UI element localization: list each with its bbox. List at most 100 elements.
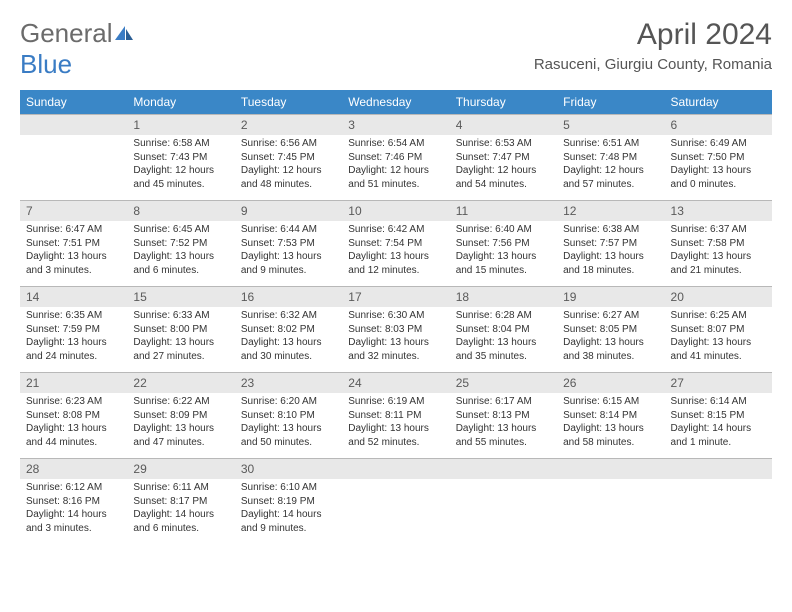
day-body: Sunrise: 6:56 AMSunset: 7:45 PMDaylight:… [235, 135, 342, 197]
weekday-header: Wednesday [342, 90, 449, 114]
sunrise-text: Sunrise: 6:58 AM [133, 137, 228, 151]
sunrise-text: Sunrise: 6:47 AM [26, 223, 121, 237]
day-number: 2 [235, 114, 342, 135]
calendar-cell: 26Sunrise: 6:15 AMSunset: 8:14 PMDayligh… [557, 372, 664, 458]
calendar-week-row: 7Sunrise: 6:47 AMSunset: 7:51 PMDaylight… [20, 200, 772, 286]
day-number: 11 [450, 200, 557, 221]
calendar-cell: 16Sunrise: 6:32 AMSunset: 8:02 PMDayligh… [235, 286, 342, 372]
calendar-cell: 27Sunrise: 6:14 AMSunset: 8:15 PMDayligh… [665, 372, 772, 458]
calendar-cell: 21Sunrise: 6:23 AMSunset: 8:08 PMDayligh… [20, 372, 127, 458]
weekday-header: Sunday [20, 90, 127, 114]
day-body-empty [665, 479, 772, 487]
calendar-cell: 9Sunrise: 6:44 AMSunset: 7:53 PMDaylight… [235, 200, 342, 286]
calendar-cell: 25Sunrise: 6:17 AMSunset: 8:13 PMDayligh… [450, 372, 557, 458]
day-body: Sunrise: 6:53 AMSunset: 7:47 PMDaylight:… [450, 135, 557, 197]
day-number: 5 [557, 114, 664, 135]
day-body: Sunrise: 6:45 AMSunset: 7:52 PMDaylight:… [127, 221, 234, 283]
daylight-text: Daylight: 14 hours and 3 minutes. [26, 508, 121, 535]
header: General Blue April 2024 Rasuceni, Giurgi… [20, 18, 772, 80]
sunrise-text: Sunrise: 6:23 AM [26, 395, 121, 409]
calendar-cell: 1Sunrise: 6:58 AMSunset: 7:43 PMDaylight… [127, 114, 234, 200]
day-number: 29 [127, 458, 234, 479]
day-body: Sunrise: 6:58 AMSunset: 7:43 PMDaylight:… [127, 135, 234, 197]
day-number: 18 [450, 286, 557, 307]
day-number: 30 [235, 458, 342, 479]
day-body: Sunrise: 6:27 AMSunset: 8:05 PMDaylight:… [557, 307, 664, 369]
logo-word-blue: Blue [20, 49, 72, 79]
calendar-cell: 22Sunrise: 6:22 AMSunset: 8:09 PMDayligh… [127, 372, 234, 458]
day-body: Sunrise: 6:19 AMSunset: 8:11 PMDaylight:… [342, 393, 449, 455]
sunset-text: Sunset: 7:52 PM [133, 237, 228, 251]
sunrise-text: Sunrise: 6:22 AM [133, 395, 228, 409]
sunrise-text: Sunrise: 6:17 AM [456, 395, 551, 409]
daylight-text: Daylight: 13 hours and 58 minutes. [563, 422, 658, 449]
day-number: 19 [557, 286, 664, 307]
sunrise-text: Sunrise: 6:25 AM [671, 309, 766, 323]
calendar-cell: 11Sunrise: 6:40 AMSunset: 7:56 PMDayligh… [450, 200, 557, 286]
day-number: 15 [127, 286, 234, 307]
sunrise-text: Sunrise: 6:53 AM [456, 137, 551, 151]
day-body: Sunrise: 6:23 AMSunset: 8:08 PMDaylight:… [20, 393, 127, 455]
logo-text: General Blue [20, 18, 135, 80]
calendar-cell: 6Sunrise: 6:49 AMSunset: 7:50 PMDaylight… [665, 114, 772, 200]
daylight-text: Daylight: 12 hours and 48 minutes. [241, 164, 336, 191]
sunrise-text: Sunrise: 6:38 AM [563, 223, 658, 237]
day-number: 13 [665, 200, 772, 221]
sunrise-text: Sunrise: 6:14 AM [671, 395, 766, 409]
sunrise-text: Sunrise: 6:10 AM [241, 481, 336, 495]
weekday-header: Tuesday [235, 90, 342, 114]
weekday-header: Thursday [450, 90, 557, 114]
location: Rasuceni, Giurgiu County, Romania [534, 56, 772, 73]
calendar-cell [557, 458, 664, 544]
daylight-text: Daylight: 13 hours and 9 minutes. [241, 250, 336, 277]
daylight-text: Daylight: 13 hours and 18 minutes. [563, 250, 658, 277]
daylight-text: Daylight: 14 hours and 6 minutes. [133, 508, 228, 535]
sunrise-text: Sunrise: 6:45 AM [133, 223, 228, 237]
sunset-text: Sunset: 7:47 PM [456, 151, 551, 165]
daylight-text: Daylight: 13 hours and 21 minutes. [671, 250, 766, 277]
daylight-text: Daylight: 13 hours and 47 minutes. [133, 422, 228, 449]
day-number: 27 [665, 372, 772, 393]
sunrise-text: Sunrise: 6:56 AM [241, 137, 336, 151]
sunset-text: Sunset: 8:03 PM [348, 323, 443, 337]
calendar-cell: 19Sunrise: 6:27 AMSunset: 8:05 PMDayligh… [557, 286, 664, 372]
calendar-week-row: 1Sunrise: 6:58 AMSunset: 7:43 PMDaylight… [20, 114, 772, 200]
day-body: Sunrise: 6:14 AMSunset: 8:15 PMDaylight:… [665, 393, 772, 455]
calendar-cell: 17Sunrise: 6:30 AMSunset: 8:03 PMDayligh… [342, 286, 449, 372]
calendar-cell: 23Sunrise: 6:20 AMSunset: 8:10 PMDayligh… [235, 372, 342, 458]
day-number: 22 [127, 372, 234, 393]
sunrise-text: Sunrise: 6:37 AM [671, 223, 766, 237]
daylight-text: Daylight: 13 hours and 50 minutes. [241, 422, 336, 449]
sunset-text: Sunset: 8:08 PM [26, 409, 121, 423]
daylight-text: Daylight: 13 hours and 24 minutes. [26, 336, 121, 363]
logo-word-general: General [20, 18, 113, 48]
daylight-text: Daylight: 13 hours and 15 minutes. [456, 250, 551, 277]
day-number: 7 [20, 200, 127, 221]
sunset-text: Sunset: 7:46 PM [348, 151, 443, 165]
daylight-text: Daylight: 12 hours and 51 minutes. [348, 164, 443, 191]
calendar-cell: 20Sunrise: 6:25 AMSunset: 8:07 PMDayligh… [665, 286, 772, 372]
weekday-row: SundayMondayTuesdayWednesdayThursdayFrid… [20, 90, 772, 114]
sunrise-text: Sunrise: 6:51 AM [563, 137, 658, 151]
daylight-text: Daylight: 14 hours and 1 minute. [671, 422, 766, 449]
day-number: 17 [342, 286, 449, 307]
daylight-text: Daylight: 13 hours and 12 minutes. [348, 250, 443, 277]
day-body: Sunrise: 6:47 AMSunset: 7:51 PMDaylight:… [20, 221, 127, 283]
day-number: 21 [20, 372, 127, 393]
daylight-text: Daylight: 13 hours and 27 minutes. [133, 336, 228, 363]
daylight-text: Daylight: 13 hours and 52 minutes. [348, 422, 443, 449]
day-body: Sunrise: 6:37 AMSunset: 7:58 PMDaylight:… [665, 221, 772, 283]
day-number: 8 [127, 200, 234, 221]
sunset-text: Sunset: 8:15 PM [671, 409, 766, 423]
calendar-cell: 8Sunrise: 6:45 AMSunset: 7:52 PMDaylight… [127, 200, 234, 286]
sunrise-text: Sunrise: 6:32 AM [241, 309, 336, 323]
sunrise-text: Sunrise: 6:49 AM [671, 137, 766, 151]
calendar-cell: 7Sunrise: 6:47 AMSunset: 7:51 PMDaylight… [20, 200, 127, 286]
day-body: Sunrise: 6:10 AMSunset: 8:19 PMDaylight:… [235, 479, 342, 541]
day-number-empty [450, 458, 557, 479]
calendar-cell: 30Sunrise: 6:10 AMSunset: 8:19 PMDayligh… [235, 458, 342, 544]
day-body: Sunrise: 6:42 AMSunset: 7:54 PMDaylight:… [342, 221, 449, 283]
weekday-header: Saturday [665, 90, 772, 114]
day-number: 4 [450, 114, 557, 135]
day-body: Sunrise: 6:15 AMSunset: 8:14 PMDaylight:… [557, 393, 664, 455]
